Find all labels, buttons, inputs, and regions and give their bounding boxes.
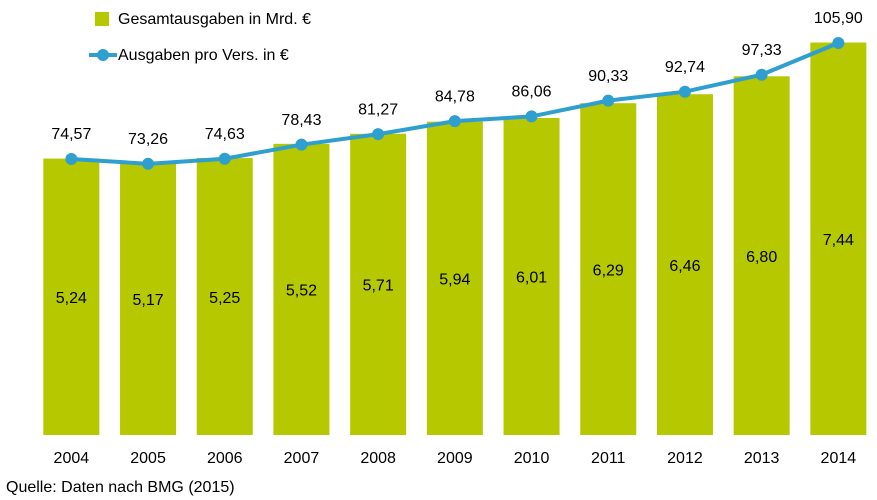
legend-swatch [97,49,109,61]
x-tick-label: 2004 [54,450,90,467]
line-point [142,157,155,170]
bar [426,121,483,435]
legend-label: Ausgaben pro Vers. in € [118,47,289,64]
line-value-label: 86,06 [512,84,552,101]
line-value-label: 97,33 [742,42,782,59]
line-value-label: 84,78 [435,88,475,105]
line-point [678,85,691,98]
line-value-label: 73,26 [128,131,168,148]
bar [273,143,330,435]
line-value-label: 81,27 [358,101,398,118]
line-point [448,115,461,128]
bar [196,158,253,435]
legend-swatch [95,12,109,26]
bar-value-label: 6,46 [669,258,700,275]
legend-label: Gesamtausgaben in Mrd. € [118,11,311,28]
bar-value-label: 7,44 [823,232,854,249]
x-tick-label: 2008 [360,450,396,467]
x-tick-label: 2007 [284,450,320,467]
bar-value-label: 5,25 [209,290,240,307]
bar-value-label: 5,52 [286,283,317,300]
line-value-label: 90,33 [588,68,628,85]
line-value-label: 78,43 [281,112,321,129]
bar [810,42,867,435]
bar [580,103,637,435]
bar-value-label: 5,17 [132,292,163,309]
bar-value-label: 6,80 [746,249,777,266]
x-tick-label: 2009 [437,450,473,467]
x-tick-label: 2005 [130,450,166,467]
line-value-label: 105,90 [814,10,863,27]
bar [733,76,790,436]
bar-value-label: 5,94 [439,272,470,289]
line-point [65,152,78,165]
x-tick-label: 2014 [821,450,857,467]
line-point [525,110,538,123]
bar [120,162,177,435]
line-value-label: 74,63 [205,126,245,143]
line-value-label: 74,57 [51,126,91,143]
x-tick-label: 2011 [591,450,626,467]
x-tick-label: 2010 [514,450,550,467]
bar-value-label: 5,24 [56,290,87,307]
line-point [832,36,845,49]
line-point [602,94,615,107]
x-tick-label: 2012 [667,450,703,467]
bar-value-label: 5,71 [363,278,394,295]
x-tick-label: 2013 [744,450,780,467]
bar [350,133,407,436]
bar [43,158,100,435]
source: Quelle: Daten nach BMG (2015) [6,479,235,496]
bar-value-label: 6,01 [516,270,547,287]
bar [503,117,560,435]
line-point [372,128,385,141]
line-value-label: 92,74 [665,59,705,76]
line-point [218,152,231,165]
line-point [295,138,308,151]
bar-value-label: 6,29 [593,262,624,279]
x-tick-label: 2006 [207,450,243,467]
line-point [755,68,768,81]
bar [656,94,713,436]
